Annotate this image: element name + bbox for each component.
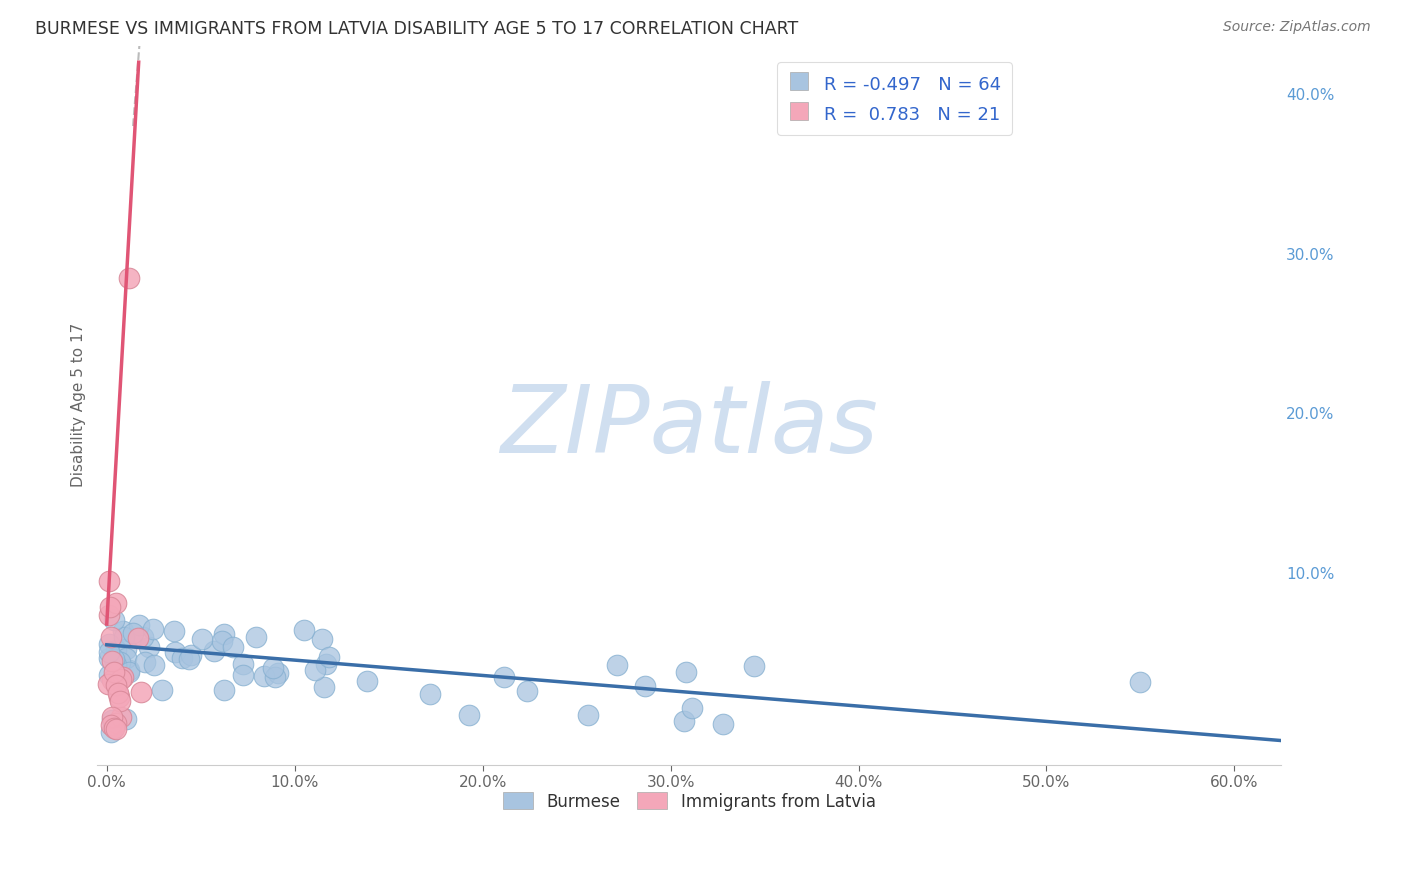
Point [266,666,288,681]
Point [419,687,441,701]
Point [110,710,132,724]
Point [132,630,155,644]
Point [118,665,141,679]
Point [105,657,128,672]
Point [312,681,335,695]
Point [103,613,125,627]
Point [107,686,129,700]
Point [117,663,139,677]
Point [315,657,337,671]
Point [101,673,124,688]
Point [214,683,236,698]
Point [115,651,138,665]
Point [103,652,125,666]
Point [104,643,127,657]
Point [492,670,515,684]
Point [142,623,165,637]
Point [129,685,152,699]
Point [115,712,138,726]
Point [97,677,120,691]
Y-axis label: Disability Age 5 to 17: Disability Age 5 to 17 [72,323,86,488]
Point [318,649,340,664]
Point [100,725,122,739]
Point [516,684,538,698]
Point [681,701,703,715]
Point [127,631,149,645]
Point [212,626,235,640]
Point [163,645,186,659]
Point [97,651,120,665]
Point [311,632,333,646]
Point [107,690,129,704]
Point [112,631,135,645]
Point [101,654,124,668]
Point [97,645,120,659]
Point [356,673,378,688]
Point [101,713,124,727]
Point [232,657,254,671]
Point [1129,674,1152,689]
Point [98,668,121,682]
Point [191,632,214,646]
Point [110,655,132,669]
Point [97,636,120,650]
Point [150,682,173,697]
Point [101,709,124,723]
Text: ZIPatlas: ZIPatlas [501,382,879,473]
Point [143,657,166,672]
Point [97,574,120,588]
Point [304,663,326,677]
Point [134,655,156,669]
Point [634,679,657,693]
Point [264,670,287,684]
Point [606,658,628,673]
Point [121,626,143,640]
Point [100,630,122,644]
Point [105,723,128,737]
Point [232,667,254,681]
Point [262,660,284,674]
Point [100,717,122,731]
Point [673,714,696,728]
Legend: Burmese, Immigrants from Latvia: Burmese, Immigrants from Latvia [496,786,882,817]
Point [103,665,125,679]
Point [172,651,194,665]
Point [108,693,131,707]
Point [180,648,202,662]
Point [105,678,128,692]
Point [292,623,315,637]
Point [115,642,138,657]
Point [118,270,141,285]
Point [675,665,697,680]
Point [177,652,200,666]
Text: BURMESE VS IMMIGRANTS FROM LATVIA DISABILITY AGE 5 TO 17 CORRELATION CHART: BURMESE VS IMMIGRANTS FROM LATVIA DISABI… [35,20,799,37]
Point [163,624,186,639]
Point [742,658,765,673]
Point [128,617,150,632]
Point [576,708,599,723]
Point [458,708,481,723]
Point [245,630,267,644]
Point [111,624,134,638]
Point [138,640,160,654]
Point [110,672,132,686]
Point [98,608,121,623]
Point [98,600,121,615]
Point [105,596,128,610]
Point [112,670,135,684]
Point [711,717,734,731]
Text: Source: ZipAtlas.com: Source: ZipAtlas.com [1223,20,1371,34]
Point [211,634,233,648]
Point [202,644,225,658]
Point [252,669,274,683]
Point [222,640,245,654]
Point [103,721,125,735]
Point [104,716,127,731]
